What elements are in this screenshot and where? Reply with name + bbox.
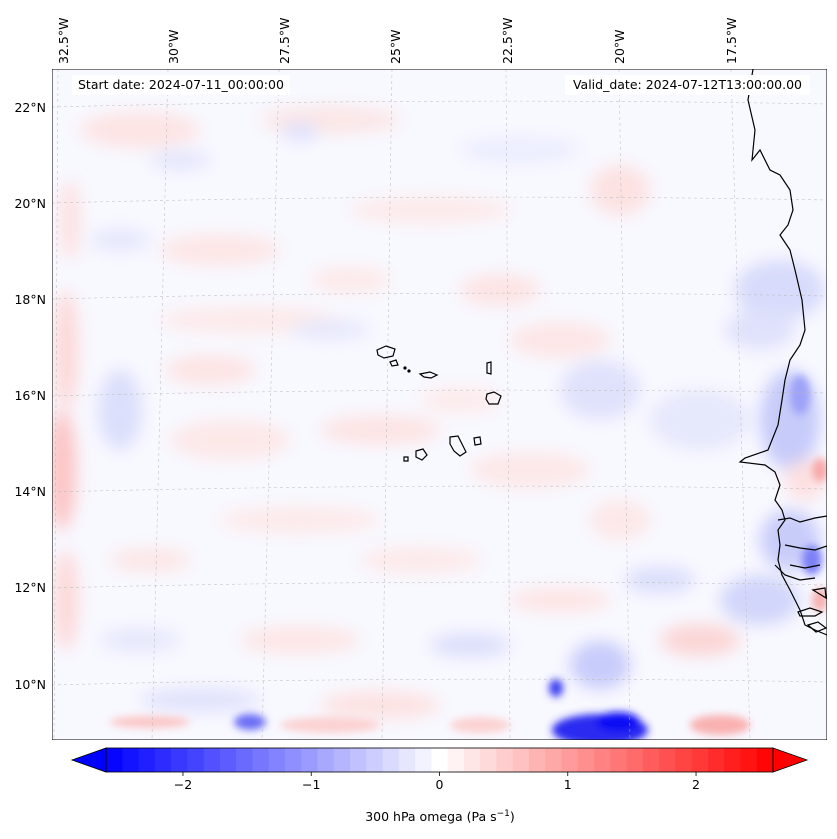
colorbar-segment: [610, 748, 628, 772]
colorbar-segment: [203, 748, 221, 772]
lat-label: 22°N: [14, 100, 46, 115]
colorbar-segment: [480, 748, 498, 772]
colorbar-segment: [268, 748, 286, 772]
colorbar-label-main: 300 hPa omega (Pa s: [365, 809, 496, 824]
colorbar-segment: [398, 748, 416, 772]
graticule: [52, 69, 827, 740]
colorbar-segment: [463, 748, 481, 772]
cape-verde-islands: [376, 345, 502, 462]
island-boa-vista: [485, 391, 502, 405]
colorbar-segment: [545, 748, 563, 772]
start-date-label: Start date: 2024-07-11_00:00:00: [72, 75, 290, 95]
colorbar-label-exponent: −1: [497, 809, 510, 819]
colorbar: −2 −1 0 1 2 300 hPa omega (Pa s−1): [70, 747, 809, 824]
colorbar-segment: [675, 748, 693, 772]
colorbar-segment: [740, 748, 758, 772]
island-santiago: [449, 435, 467, 457]
colorbar-label-end: ): [510, 809, 515, 824]
lat-label: 18°N: [14, 292, 46, 307]
colorbar-segments: [106, 748, 774, 772]
colorbar-segment: [415, 748, 432, 772]
island-brava: [403, 456, 409, 462]
colorbar-segment: [138, 748, 156, 772]
colorbar-segment: [447, 748, 465, 772]
colorbar-segment: [366, 748, 384, 772]
colorbar-label: 300 hPa omega (Pa s−1): [365, 809, 515, 824]
colorbar-segment: [561, 748, 579, 772]
colorbar-segment: [528, 748, 546, 772]
longitude-labels: 32.5°W 30°W 27.5°W 25°W 22.5°W 20°W 17.5…: [56, 18, 739, 64]
lat-label: 14°N: [14, 484, 46, 499]
lat-label: 10°N: [14, 677, 46, 692]
omega-strong-features: [110, 375, 827, 740]
latitude-labels: 22°N 20°N 18°N 16°N 14°N 12°N 10°N: [14, 100, 46, 692]
colorbar-segment: [236, 748, 254, 772]
colorbar-segment: [594, 748, 611, 772]
lon-label: 22.5°W: [500, 18, 515, 64]
colorbar-tick-label: −2: [174, 777, 192, 792]
colorbar-segment: [724, 748, 742, 772]
lon-label: 17.5°W: [724, 18, 739, 64]
colorbar-segment: [317, 748, 335, 772]
colorbar-segment: [431, 748, 449, 772]
lat-label: 12°N: [14, 580, 46, 595]
island-sal: [486, 361, 492, 375]
colorbar-segment: [659, 748, 676, 772]
colorbar-segment: [577, 748, 595, 772]
colorbar-extend-min: [70, 747, 107, 773]
lon-label: 20°W: [612, 29, 627, 64]
omega-field: [52, 106, 825, 719]
colorbar-extend-max: [772, 747, 809, 773]
colorbar-segment: [350, 748, 367, 772]
colorbar-segment: [219, 748, 237, 772]
island-santo-antao: [376, 345, 396, 359]
colorbar-tick-label: −1: [302, 777, 320, 792]
colorbar-segment: [333, 748, 351, 772]
colorbar-segment: [252, 748, 270, 772]
island-maio: [473, 436, 482, 446]
lat-label: 20°N: [14, 196, 46, 211]
lon-label: 30°W: [166, 29, 181, 64]
colorbar-segment: [382, 748, 400, 772]
colorbar-segment: [122, 748, 140, 772]
map-panel: [52, 69, 827, 740]
lat-label: 16°N: [14, 388, 46, 403]
colorbar-segment: [691, 748, 709, 772]
colorbar-segment: [106, 748, 123, 772]
colorbar-tick-label: 2: [692, 777, 700, 792]
colorbar-segment: [171, 748, 188, 772]
island-sao-nicolau: [418, 371, 439, 379]
lon-label: 27.5°W: [277, 18, 292, 64]
valid-date-label: Valid_date: 2024-07-12T13:00:00.00: [564, 75, 810, 95]
colorbar-ticks: −2 −1 0 1 2: [174, 772, 700, 792]
colorbar-segment: [496, 748, 514, 772]
coastline: [738, 69, 827, 636]
colorbar-tick-label: 0: [436, 777, 444, 792]
lon-label: 32.5°W: [56, 18, 71, 64]
colorbar-segment: [626, 748, 644, 772]
island-sao-vicente: [389, 359, 399, 367]
colorbar-segment: [756, 748, 774, 772]
colorbar-segment: [187, 748, 205, 772]
colorbar-segment: [642, 748, 660, 772]
colorbar-segment: [154, 748, 172, 772]
colorbar-segment: [707, 748, 725, 772]
colorbar-tick-label: 1: [564, 777, 572, 792]
colorbar-segment: [301, 748, 319, 772]
colorbar-segment: [512, 748, 530, 772]
island-fogo: [415, 448, 428, 461]
lon-label: 25°W: [388, 29, 403, 64]
colorbar-segment: [284, 748, 302, 772]
